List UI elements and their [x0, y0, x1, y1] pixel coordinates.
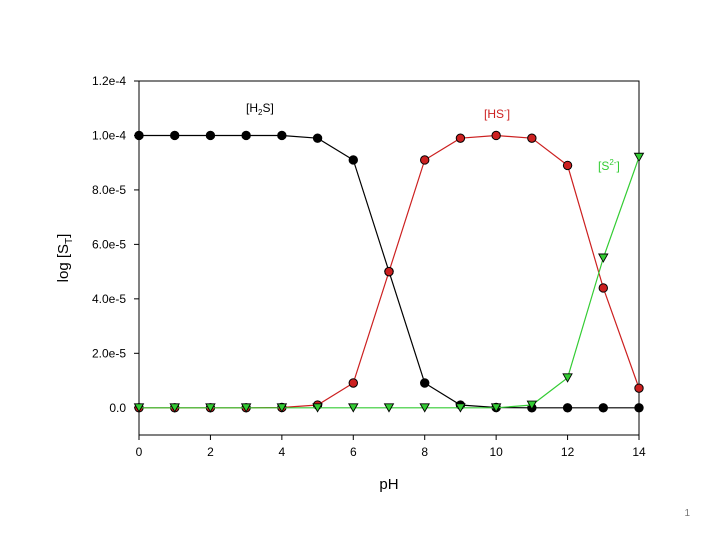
y-tick-label: 1.0e-4 [92, 128, 126, 142]
data-point [419, 403, 430, 413]
data-point [455, 133, 466, 143]
data-point [634, 403, 644, 413]
y-tick-label: 2.0e-5 [92, 346, 126, 360]
data-point [598, 283, 608, 293]
data-point [312, 403, 323, 413]
data-point [348, 403, 359, 413]
x-tick-label: 2 [207, 445, 214, 459]
data-point [634, 383, 644, 393]
y-tick-label: 1.2e-4 [92, 74, 126, 88]
series-s2- [133, 152, 645, 413]
data-point [277, 130, 287, 141]
data-point [205, 403, 216, 413]
slide-number: 1 [684, 508, 690, 519]
data-point [490, 403, 502, 413]
data-point [312, 133, 323, 143]
data-point [241, 130, 251, 141]
y-axis-title: log [ST] [55, 234, 75, 283]
data-point [633, 152, 645, 163]
data-point [383, 403, 395, 413]
y-tick-label: 0.0 [109, 401, 126, 415]
data-point [562, 160, 573, 171]
series-line [139, 156, 640, 409]
data-point [240, 403, 252, 413]
data-point [491, 130, 501, 141]
data-point [170, 130, 180, 141]
x-tick-label: 8 [421, 445, 428, 459]
data-point [420, 378, 430, 388]
data-point [384, 266, 394, 277]
x-tick-label: 10 [489, 445, 503, 459]
data-point [598, 403, 608, 413]
data-point [348, 378, 358, 388]
data-point [348, 155, 358, 165]
data-point [526, 400, 538, 410]
y-tick-label: 6.0e-5 [92, 237, 126, 251]
data-point [133, 403, 145, 413]
series-label: [H2S] [246, 101, 274, 117]
x-axis-title: pH [379, 476, 398, 493]
data-point [455, 403, 466, 413]
x-tick-label: 4 [279, 445, 286, 459]
data-point [134, 130, 144, 141]
x-tick-label: 0 [136, 445, 143, 459]
series-hs- [134, 130, 644, 413]
y-tick-label: 4.0e-5 [92, 292, 126, 306]
data-point [420, 155, 430, 165]
series-label: [S2-] [598, 158, 620, 173]
data-point [598, 253, 609, 263]
data-point [527, 133, 537, 143]
x-tick-label: 14 [632, 445, 646, 459]
y-tick-label: 8.0e-5 [92, 183, 126, 197]
plot-frame [138, 80, 640, 436]
data-point [562, 403, 573, 413]
data-point [205, 130, 216, 141]
x-tick-label: 6 [350, 445, 357, 459]
data-point [276, 403, 288, 413]
data-point [169, 403, 180, 413]
x-tick-label: 12 [561, 445, 575, 459]
data-point [562, 373, 573, 383]
series-label: [HS-] [484, 106, 510, 121]
